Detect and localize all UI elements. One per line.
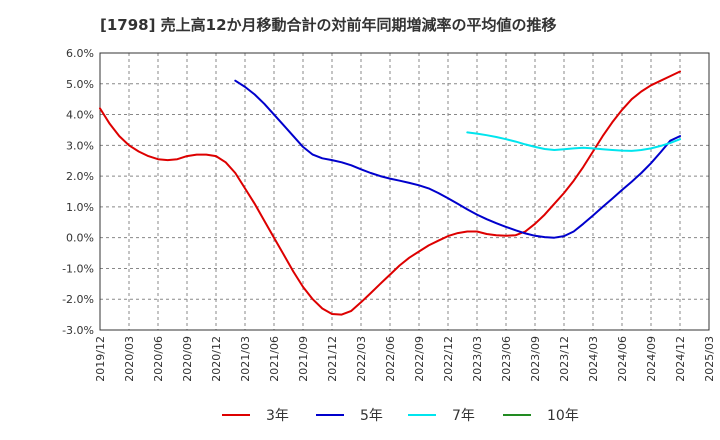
y-tick-label: 3.0% — [66, 139, 94, 152]
x-tick-label: 2021/03 — [239, 336, 252, 382]
series-lines — [99, 70, 681, 316]
x-tick-label: 2022/06 — [384, 336, 397, 382]
x-tick-label: 2023/03 — [471, 336, 484, 382]
x-tick-label: 2019/12 — [94, 336, 107, 382]
x-tick-label: 2021/09 — [297, 336, 310, 382]
chart-title: [1798] 売上高12か月移動合計の対前年同期増減率の平均値の推移 — [100, 16, 557, 34]
x-tick-label: 2020/12 — [210, 336, 223, 382]
x-tick-label: 2024/12 — [674, 336, 687, 382]
y-tick-label: 0.0% — [66, 232, 94, 245]
x-tick-label: 2024/06 — [616, 336, 629, 382]
x-tick-label: 2022/09 — [413, 336, 426, 382]
x-tick-label: 2020/09 — [181, 336, 194, 382]
legend-label: 5年 — [360, 408, 383, 424]
y-tick-label: -2.0% — [62, 293, 94, 306]
grid — [100, 53, 709, 330]
x-tick-label: 2022/12 — [442, 336, 455, 382]
x-tick-label: 2025/03 — [703, 336, 716, 382]
legend-label: 3年 — [266, 408, 289, 424]
y-tick-label: -1.0% — [62, 262, 94, 275]
plot-border — [99, 52, 710, 331]
y-tick-label: 6.0% — [66, 47, 94, 60]
y-tick-label: 5.0% — [66, 78, 94, 91]
x-tick-label: 2021/12 — [326, 336, 339, 382]
x-tick-label: 2023/09 — [529, 336, 542, 382]
x-tick-label: 2022/03 — [355, 336, 368, 382]
x-tick-label: 2023/12 — [558, 336, 571, 382]
x-axis: 2019/12 2020/03 2020/06 2020/09 2020/12 2021/… — [94, 336, 716, 382]
x-tick-label: 2020/06 — [152, 336, 165, 382]
y-tick-label: 4.0% — [66, 109, 94, 122]
series-line-3年 — [99, 70, 681, 316]
x-tick-label: 2024/03 — [587, 336, 600, 382]
legend-label: 10年 — [547, 408, 579, 424]
y-tick-label: 1.0% — [66, 201, 94, 214]
x-tick-label: 2021/06 — [268, 336, 281, 382]
y-axis: 6.0% 5.0% 4.0% 3.0% 2.0% 1.0% 0.0% -1.0% -2.0% -3… — [62, 47, 94, 337]
y-tick-label: -3.0% — [62, 324, 94, 337]
x-tick-label: 2020/03 — [123, 336, 136, 382]
legend-label: 7年 — [452, 408, 475, 424]
y-tick-label: 2.0% — [66, 170, 94, 183]
series-line-7年 — [466, 131, 681, 152]
series-line-5年 — [234, 79, 681, 239]
x-tick-label: 2023/06 — [500, 336, 513, 382]
legend: 3年 5年 7年 10年 — [222, 408, 579, 424]
x-tick-label: 2024/09 — [645, 336, 658, 382]
